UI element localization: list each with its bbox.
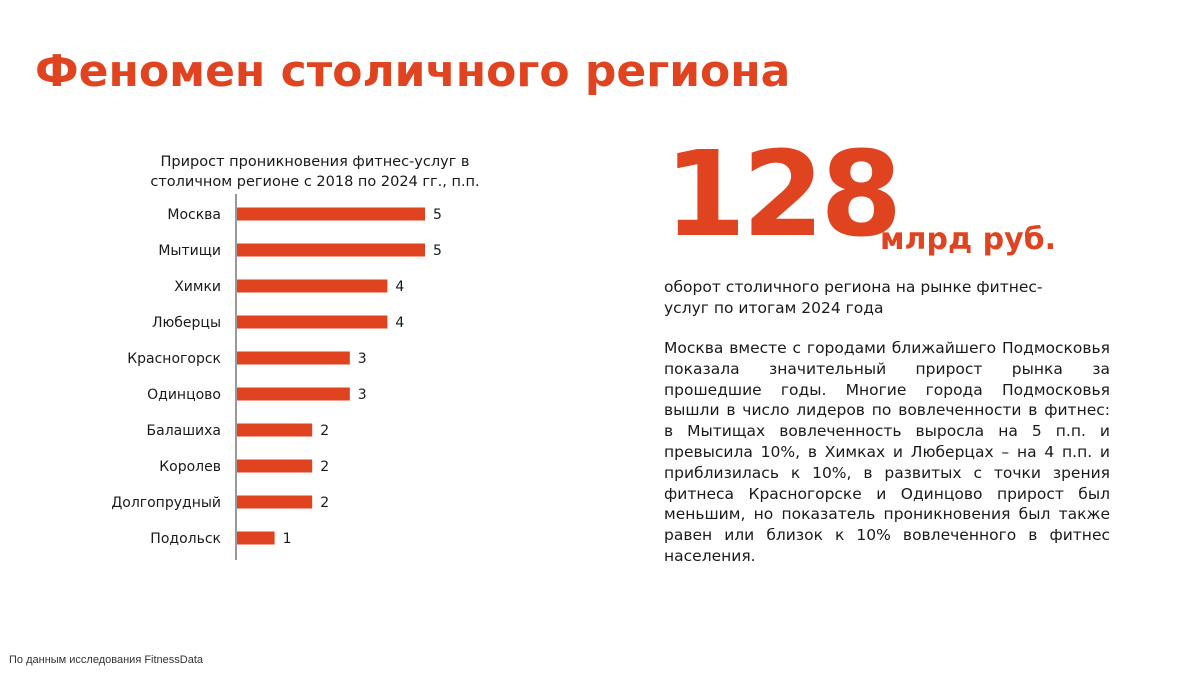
bar-value-label: 4 — [395, 315, 404, 331]
bar-value-label: 5 — [433, 243, 442, 259]
category-label: Королев — [159, 459, 221, 475]
bar — [237, 423, 313, 437]
big-number-caption: оборот столичного региона на рынке фитне… — [664, 278, 1043, 317]
category-label: Люберцы — [152, 315, 221, 331]
bar-value-label: 2 — [320, 459, 329, 475]
bar — [237, 207, 425, 221]
big-number-unit: млрд руб. — [880, 222, 1057, 257]
category-label: Химки — [174, 279, 221, 295]
bar-chart: Москва 5 Мытищи 5 Химки 4 Люберцы 4 Красногорск 3… — [111, 194, 442, 560]
bar — [237, 459, 313, 473]
bar-value-label: 3 — [358, 351, 367, 367]
category-label: Долгопрудный — [111, 495, 221, 511]
category-label: Подольск — [150, 531, 221, 547]
category-label: Балашиха — [147, 423, 221, 439]
bar-value-label: 2 — [320, 495, 329, 511]
bar — [237, 243, 425, 257]
bar — [237, 495, 313, 509]
bar — [237, 279, 388, 293]
big-number: 128 — [664, 125, 902, 263]
source-footnote: По данным исследования FitnessData — [9, 654, 204, 666]
bar — [237, 351, 350, 365]
category-label: Москва — [167, 207, 221, 223]
bar-value-label: 5 — [433, 207, 442, 223]
bar — [237, 315, 388, 329]
bar — [237, 387, 350, 401]
body-paragraph: Москва вместе с городами ближайшего Подм… — [664, 339, 1110, 565]
category-label: Мытищи — [158, 243, 221, 259]
bar-value-label: 1 — [283, 531, 292, 547]
category-label: Одинцово — [147, 387, 221, 403]
chart-title: Прирост проникновения фитнес-услуг в сто… — [150, 154, 480, 190]
bar-value-label: 2 — [320, 423, 329, 439]
bar-value-label: 4 — [395, 279, 404, 295]
category-label: Красногорск — [127, 351, 221, 367]
bar — [237, 531, 275, 545]
bar-value-label: 3 — [358, 387, 367, 403]
slide-title: Феномен столичного региона — [35, 46, 791, 97]
